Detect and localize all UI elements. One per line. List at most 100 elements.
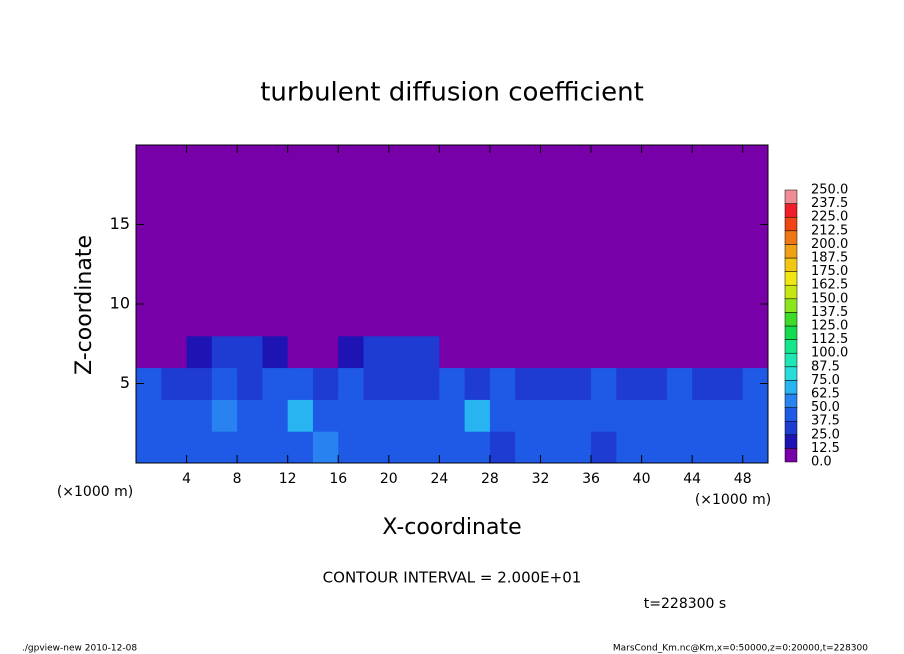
colorbar-label: 50.0	[811, 400, 840, 415]
heat-cell	[287, 240, 314, 273]
heat-cell	[692, 176, 718, 210]
heat-cell	[161, 240, 188, 273]
heat-cell	[161, 176, 188, 210]
heat-cell	[136, 145, 162, 178]
heat-cell	[515, 431, 541, 464]
heat-cell	[540, 335, 567, 369]
heat-cell	[363, 367, 390, 400]
heat-cell	[287, 367, 314, 400]
colorbar-band	[784, 420, 798, 436]
heat-cell	[439, 176, 466, 210]
heat-cell	[388, 208, 415, 241]
heat-cell	[591, 240, 617, 273]
colorbar-label: 87.5	[811, 359, 840, 374]
heat-cell	[414, 208, 440, 241]
colorbar-band	[784, 448, 798, 463]
heat-cell	[666, 431, 693, 464]
heat-cell	[237, 431, 263, 464]
heat-cell	[692, 304, 718, 337]
heat-cell	[666, 208, 693, 241]
heat-cell	[439, 145, 466, 178]
heat-cell	[515, 304, 541, 337]
heat-cell	[262, 367, 289, 400]
colorbar-band	[784, 339, 798, 354]
colorbar-band	[784, 189, 798, 204]
x-tick-label: 40	[633, 471, 651, 487]
footer-left: ./gpview-new 2010-12-08	[22, 644, 137, 654]
heat-cell	[489, 145, 516, 178]
heat-cell	[464, 335, 491, 369]
heat-cell	[540, 145, 567, 178]
colorbar-band	[784, 203, 798, 218]
x-unit-label: (×1000 m)	[57, 484, 133, 500]
heat-cell	[692, 399, 718, 432]
heat-cell	[287, 145, 314, 178]
heat-cell	[161, 335, 188, 369]
heat-cell	[211, 240, 238, 273]
heat-cell	[717, 145, 744, 178]
x-tick-label: 20	[380, 471, 398, 487]
heat-cell	[616, 176, 643, 210]
heat-cell	[287, 304, 314, 337]
heat-cell	[414, 304, 440, 337]
time-label: t=228300 s	[644, 596, 726, 612]
heat-cell	[540, 208, 567, 241]
heat-cell	[388, 240, 415, 273]
colorbar-band	[784, 216, 798, 232]
y-tick-label: 10	[110, 294, 130, 313]
heat-cell	[287, 176, 314, 210]
heat-cell	[717, 176, 744, 210]
heat-cell	[414, 431, 440, 464]
heat-cell	[237, 335, 263, 369]
heat-cell	[540, 399, 567, 432]
heat-cell	[565, 304, 592, 337]
heat-cell	[237, 272, 263, 305]
heat-cell	[338, 272, 365, 305]
heat-cell	[363, 431, 390, 464]
heat-cell	[439, 431, 466, 464]
colorbar-label: 25.0	[811, 427, 840, 442]
heat-cell	[692, 335, 718, 369]
heat-cell	[388, 304, 415, 337]
heat-cell	[388, 399, 415, 432]
heat-cell	[591, 304, 617, 337]
colorbar-band	[784, 257, 798, 272]
colorbar-label: 75.0	[811, 373, 840, 388]
heat-cell	[338, 145, 365, 178]
heat-cell	[489, 304, 516, 337]
colorbar-band	[784, 352, 798, 368]
heat-cell	[489, 240, 516, 273]
heat-cell	[439, 208, 466, 241]
heat-cell	[666, 240, 693, 273]
x-tick-label: 16	[329, 471, 347, 487]
heat-cell	[414, 176, 440, 210]
heat-cell	[616, 240, 643, 273]
heat-cell	[363, 399, 390, 432]
y-tick-label: 15	[110, 214, 130, 233]
heat-cell	[565, 176, 592, 210]
x-unit-label: (×1000 m)	[695, 492, 771, 508]
heat-cell	[363, 335, 390, 369]
heat-cell	[742, 431, 769, 464]
heat-cell	[515, 399, 541, 432]
heat-cell	[211, 176, 238, 210]
heat-cell	[616, 208, 643, 241]
heat-cell	[439, 304, 466, 337]
heat-cell	[262, 145, 289, 178]
heat-cell	[262, 240, 289, 273]
heat-cell	[136, 272, 162, 305]
heat-cell	[414, 367, 440, 400]
x-tick-label: 36	[582, 471, 600, 487]
heat-cell	[515, 240, 541, 273]
heat-cell	[616, 145, 643, 178]
heat-cell	[439, 335, 466, 369]
heat-cell	[742, 399, 769, 432]
heat-cell	[211, 335, 238, 369]
heat-cell	[414, 145, 440, 178]
heat-cell	[641, 176, 668, 210]
heat-cell	[186, 399, 213, 432]
heat-cell	[717, 431, 744, 464]
colorbar-band	[784, 434, 798, 449]
x-tick-label: 8	[233, 471, 242, 487]
